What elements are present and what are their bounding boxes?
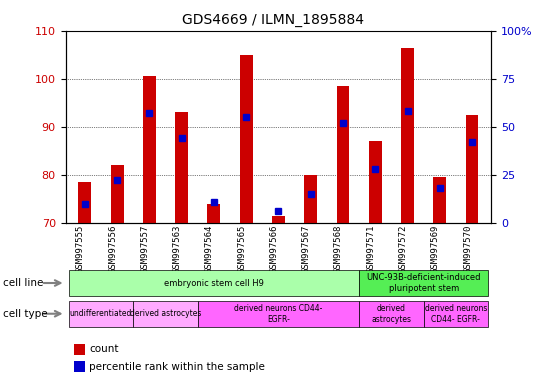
- Text: cell type: cell type: [3, 309, 48, 319]
- Bar: [74, 344, 85, 355]
- Text: GSM997564: GSM997564: [205, 225, 214, 273]
- Bar: [79, 182, 91, 223]
- Text: GSM997565: GSM997565: [237, 225, 246, 273]
- Text: GSM997557: GSM997557: [140, 225, 150, 273]
- Bar: [111, 165, 123, 223]
- Bar: [74, 361, 85, 372]
- Text: derived neurons
CD44- EGFR-: derived neurons CD44- EGFR-: [425, 304, 487, 324]
- Bar: [369, 141, 382, 223]
- Bar: [240, 55, 253, 223]
- FancyBboxPatch shape: [133, 301, 198, 327]
- FancyBboxPatch shape: [359, 270, 488, 296]
- Bar: [207, 204, 221, 223]
- Text: GSM997571: GSM997571: [366, 225, 375, 273]
- Bar: [143, 76, 156, 223]
- FancyBboxPatch shape: [198, 301, 359, 327]
- Bar: [434, 177, 446, 223]
- Text: cell line: cell line: [3, 278, 43, 288]
- Bar: [401, 48, 414, 223]
- Text: derived astrocytes: derived astrocytes: [130, 310, 201, 318]
- FancyBboxPatch shape: [69, 270, 359, 296]
- FancyBboxPatch shape: [69, 301, 133, 327]
- Text: GSM997566: GSM997566: [270, 225, 278, 273]
- Text: GSM997567: GSM997567: [302, 225, 311, 273]
- Text: GSM997572: GSM997572: [399, 225, 407, 273]
- Text: derived neurons CD44-
EGFR-: derived neurons CD44- EGFR-: [234, 304, 323, 324]
- Text: GSM997563: GSM997563: [173, 225, 182, 273]
- Bar: [336, 86, 349, 223]
- Bar: [304, 175, 317, 223]
- Text: embryonic stem cell H9: embryonic stem cell H9: [164, 279, 264, 288]
- Text: GSM997556: GSM997556: [108, 225, 117, 273]
- FancyBboxPatch shape: [359, 301, 424, 327]
- Text: GSM997570: GSM997570: [463, 225, 472, 273]
- Bar: [175, 112, 188, 223]
- Text: percentile rank within the sample: percentile rank within the sample: [89, 362, 265, 372]
- Text: GSM997569: GSM997569: [431, 225, 440, 273]
- Text: GSM997568: GSM997568: [334, 225, 343, 273]
- Text: UNC-93B-deficient-induced
pluripotent stem: UNC-93B-deficient-induced pluripotent st…: [366, 273, 481, 293]
- Text: GSM997555: GSM997555: [76, 225, 85, 273]
- Text: count: count: [89, 344, 118, 354]
- Text: derived
astrocytes: derived astrocytes: [371, 304, 411, 324]
- Bar: [466, 115, 478, 223]
- Bar: [272, 215, 285, 223]
- FancyBboxPatch shape: [424, 301, 488, 327]
- Text: GDS4669 / ILMN_1895884: GDS4669 / ILMN_1895884: [182, 13, 364, 27]
- Text: undifferentiated: undifferentiated: [70, 310, 132, 318]
